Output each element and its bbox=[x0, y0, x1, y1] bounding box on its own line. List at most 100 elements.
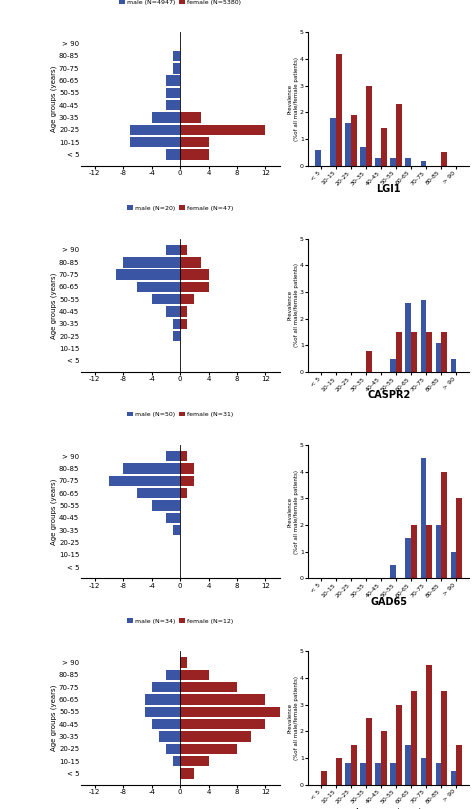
Bar bbox=[375, 764, 381, 785]
Bar bbox=[346, 123, 351, 166]
Bar bbox=[130, 125, 180, 135]
Bar bbox=[366, 86, 372, 166]
Bar bbox=[321, 772, 327, 785]
Bar bbox=[351, 744, 357, 785]
Bar bbox=[166, 513, 180, 523]
Y-axis label: Prevalence
(%of all male/female patients): Prevalence (%of all male/female patients… bbox=[288, 264, 299, 347]
Bar bbox=[441, 691, 447, 785]
Bar bbox=[152, 500, 180, 510]
Bar bbox=[180, 307, 187, 317]
Bar bbox=[441, 152, 447, 166]
Bar bbox=[173, 525, 180, 536]
Y-axis label: Age groups (years): Age groups (years) bbox=[51, 66, 57, 133]
Bar bbox=[405, 303, 411, 372]
Bar bbox=[391, 158, 396, 166]
Bar bbox=[436, 764, 441, 785]
Bar bbox=[396, 705, 402, 785]
Legend: male (N=20), female (N=47): male (N=20), female (N=47) bbox=[125, 203, 236, 214]
Bar bbox=[360, 764, 366, 785]
Bar bbox=[166, 100, 180, 111]
Bar bbox=[391, 565, 396, 578]
Bar bbox=[391, 764, 396, 785]
Y-axis label: Age groups (years): Age groups (years) bbox=[51, 684, 57, 752]
Bar bbox=[426, 525, 432, 578]
Y-axis label: Prevalence
(%of all male/female patients): Prevalence (%of all male/female patients… bbox=[288, 470, 299, 553]
Bar bbox=[166, 670, 180, 680]
Bar bbox=[145, 706, 180, 717]
Bar bbox=[180, 719, 265, 730]
Bar bbox=[381, 731, 387, 785]
Bar bbox=[173, 331, 180, 341]
Bar bbox=[166, 244, 180, 255]
Bar bbox=[180, 488, 187, 498]
Bar bbox=[180, 244, 187, 255]
Bar bbox=[336, 53, 342, 166]
Bar bbox=[116, 269, 180, 280]
Bar bbox=[166, 87, 180, 98]
Y-axis label: Age groups (years): Age groups (years) bbox=[51, 478, 57, 545]
Bar bbox=[391, 359, 396, 372]
Bar bbox=[396, 332, 402, 372]
Text: GAD65: GAD65 bbox=[370, 597, 407, 607]
Bar bbox=[123, 257, 180, 268]
Bar bbox=[330, 118, 336, 166]
Bar bbox=[173, 51, 180, 61]
Bar bbox=[137, 488, 180, 498]
Bar bbox=[426, 332, 432, 372]
Bar bbox=[180, 706, 280, 717]
Legend: male (N=4947), female (N=5380): male (N=4947), female (N=5380) bbox=[117, 0, 244, 7]
Bar bbox=[180, 670, 209, 680]
Bar bbox=[166, 307, 180, 317]
Bar bbox=[180, 694, 265, 705]
Bar bbox=[315, 150, 321, 166]
Bar bbox=[180, 112, 201, 123]
Bar bbox=[137, 282, 180, 292]
Bar bbox=[180, 319, 187, 329]
Bar bbox=[436, 525, 441, 578]
Bar bbox=[173, 319, 180, 329]
Legend: male (N=50), female (N=31): male (N=50), female (N=31) bbox=[125, 409, 236, 420]
Bar bbox=[180, 731, 251, 742]
Bar bbox=[405, 158, 411, 166]
Bar bbox=[180, 282, 209, 292]
Bar bbox=[405, 744, 411, 785]
Bar bbox=[360, 147, 366, 166]
Bar bbox=[336, 758, 342, 785]
Bar bbox=[381, 129, 387, 166]
Bar bbox=[180, 476, 194, 486]
Bar bbox=[375, 158, 381, 166]
Bar bbox=[173, 756, 180, 766]
Bar bbox=[366, 351, 372, 372]
Bar bbox=[411, 332, 417, 372]
Bar bbox=[180, 756, 209, 766]
Bar bbox=[411, 691, 417, 785]
Bar bbox=[180, 150, 209, 160]
Bar bbox=[441, 472, 447, 578]
Bar bbox=[180, 464, 194, 474]
Text: CASPR2: CASPR2 bbox=[367, 391, 410, 400]
Bar bbox=[180, 451, 187, 461]
Bar bbox=[366, 718, 372, 785]
Bar bbox=[159, 731, 180, 742]
Bar bbox=[450, 772, 456, 785]
Bar bbox=[411, 525, 417, 578]
Bar bbox=[180, 294, 194, 304]
Bar bbox=[420, 160, 426, 166]
Bar bbox=[456, 744, 462, 785]
Bar bbox=[180, 743, 237, 754]
Bar bbox=[420, 758, 426, 785]
X-axis label: Age groups (years): Age groups (years) bbox=[356, 808, 422, 809]
Bar bbox=[152, 682, 180, 693]
Bar bbox=[420, 300, 426, 372]
Bar bbox=[145, 694, 180, 705]
Bar bbox=[180, 137, 209, 147]
Bar bbox=[420, 458, 426, 578]
Bar bbox=[180, 125, 265, 135]
Bar bbox=[441, 332, 447, 372]
Bar bbox=[180, 657, 187, 667]
Bar bbox=[173, 63, 180, 74]
Bar bbox=[450, 552, 456, 578]
Legend: male (N=34), female (N=12): male (N=34), female (N=12) bbox=[125, 616, 236, 626]
Bar bbox=[166, 150, 180, 160]
Bar bbox=[426, 665, 432, 785]
